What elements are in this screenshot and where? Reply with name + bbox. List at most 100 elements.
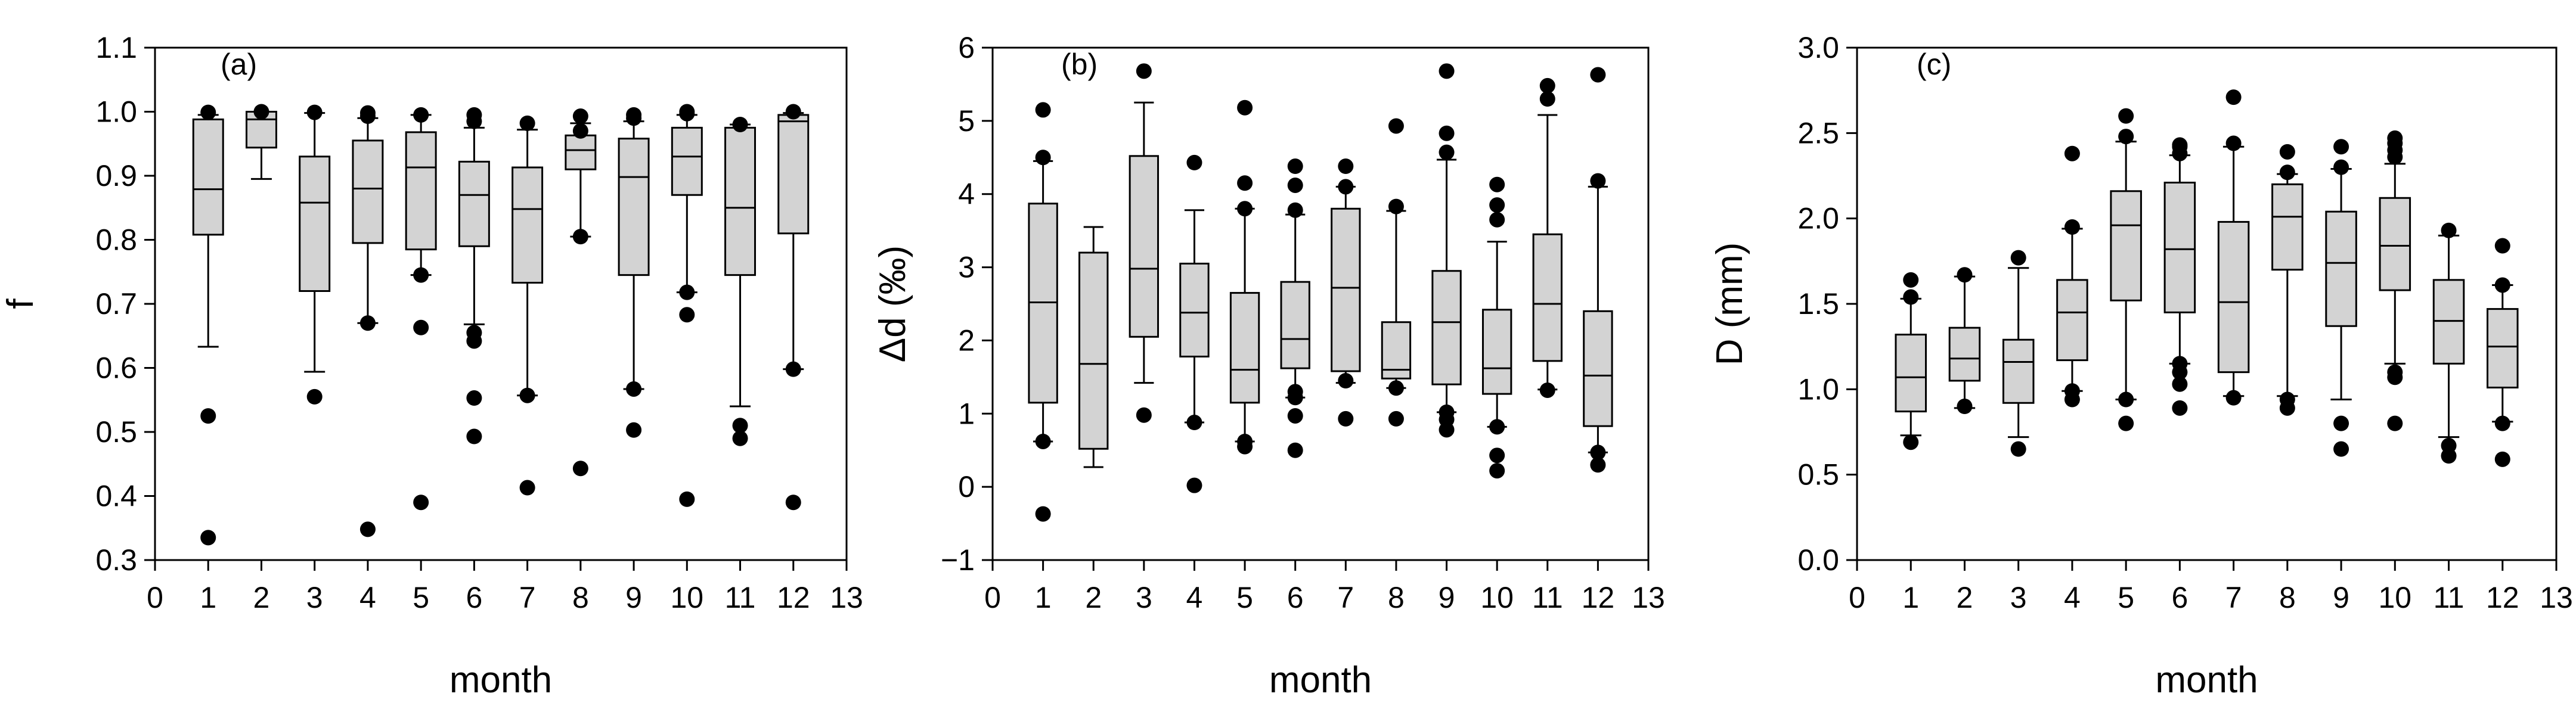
x-tick-label: 12 <box>2486 581 2519 614</box>
panel-c: 0 1 2 3 4 5 6 7 8 9 10 11 12 130.00.51.01.52.02.53.0m… <box>1709 31 2573 701</box>
outlier-point <box>2279 164 2295 181</box>
outlier-point <box>1186 415 1202 431</box>
outlier-point <box>1489 419 1505 435</box>
outlier-point <box>1287 177 1303 193</box>
box-month-1 <box>1895 272 1927 450</box>
x-tick-label: 2 <box>253 581 270 614</box>
box-month-12 <box>1583 67 1613 473</box>
box-month-4 <box>2056 145 2088 408</box>
outlier-point <box>1590 457 1606 473</box>
outlier-point <box>1035 150 1051 166</box>
outlier-point <box>519 480 535 496</box>
y-tick-label: 3 <box>958 251 975 284</box>
outlier-point <box>2172 400 2188 416</box>
outlier-point <box>2279 144 2295 160</box>
box-month-8 <box>2271 144 2304 416</box>
outlier-point <box>1489 463 1505 479</box>
x-tick-label: 3 <box>306 581 323 614</box>
outlier-point <box>1186 477 1202 493</box>
outlier-point <box>1136 407 1152 423</box>
outlier-point <box>2333 139 2349 155</box>
box-month-11 <box>1532 77 1563 398</box>
x-tick-label: 7 <box>1337 581 1354 614</box>
box-month-11 <box>2432 222 2465 464</box>
x-tick-label: 8 <box>2279 581 2296 614</box>
x-tick-label: 13 <box>830 581 863 614</box>
outlier-point <box>626 107 642 123</box>
outlier-point <box>1388 118 1404 134</box>
x-tick-label: 11 <box>2434 581 2465 614</box>
outlier-point <box>2225 89 2242 105</box>
x-tick-label: 4 <box>359 581 376 614</box>
y-tick-label: 0.4 <box>95 480 137 513</box>
outlier-point <box>253 104 269 120</box>
x-tick-label: 6 <box>1287 581 1304 614</box>
x-tick-label: 6 <box>2171 581 2188 614</box>
outlier-point <box>1035 433 1051 449</box>
outlier-point <box>1237 175 1253 191</box>
y-axis-label: f <box>0 298 41 309</box>
outlier-point <box>466 390 482 406</box>
box-month-7 <box>512 115 544 496</box>
panel-label: (c) <box>1917 48 1951 81</box>
outlier-point <box>572 108 588 125</box>
outlier-point <box>2441 437 2457 453</box>
box-month-8 <box>1381 118 1412 427</box>
x-tick-label: 1 <box>1035 581 1052 614</box>
x-tick-label: 6 <box>466 581 482 614</box>
x-tick-label: 7 <box>2225 581 2242 614</box>
y-axis-label: Δd (‰) <box>872 245 913 362</box>
iqr-box <box>192 118 224 236</box>
box-month-1 <box>192 104 224 546</box>
outlier-point <box>732 418 748 434</box>
x-axis-label: month <box>450 660 552 701</box>
outlier-point <box>572 229 588 245</box>
box-month-10 <box>2379 130 2411 431</box>
box-month-7 <box>2217 89 2250 406</box>
iqr-box <box>1481 309 1512 395</box>
outlier-point <box>1287 202 1303 218</box>
x-tick-label: 4 <box>2064 581 2081 614</box>
outlier-point <box>1439 144 1455 160</box>
y-tick-label: −1 <box>941 543 975 577</box>
outlier-point <box>679 284 695 300</box>
iqr-box <box>777 114 810 235</box>
y-tick-label: 0.6 <box>95 352 137 385</box>
outlier-point <box>1539 77 1555 94</box>
x-tick-label: 12 <box>777 581 810 614</box>
x-axis-label: month <box>2155 660 2258 701</box>
x-tick-label: 5 <box>1236 581 1253 614</box>
outlier-point <box>359 521 376 537</box>
outlier-point <box>626 422 642 438</box>
outlier-point <box>1287 384 1303 400</box>
x-tick-label: 5 <box>413 581 429 614</box>
box-month-9 <box>2325 139 2357 457</box>
plot-frame <box>991 46 1650 561</box>
outlier-point <box>1903 289 1919 305</box>
iqr-box <box>1532 233 1563 362</box>
y-tick-label: 0.0 <box>1797 543 1839 577</box>
outlier-point <box>1590 67 1606 83</box>
outlier-point <box>2225 390 2242 406</box>
outlier-point <box>2494 277 2510 293</box>
x-tick-label: 0 <box>1849 581 1865 614</box>
box-month-3 <box>2002 250 2035 457</box>
y-tick-label: 0.3 <box>95 543 137 577</box>
box-month-2 <box>245 104 277 180</box>
outlier-point <box>413 319 429 335</box>
outlier-point <box>413 495 429 511</box>
y-tick-label: 1.5 <box>1797 287 1839 321</box>
box-month-5 <box>1229 99 1260 455</box>
iqr-box <box>2217 220 2250 374</box>
outlier-point <box>1539 382 1555 398</box>
box-month-12 <box>2487 238 2519 467</box>
outlier-point <box>1035 102 1051 118</box>
iqr-box <box>1078 251 1109 450</box>
x-tick-label: 7 <box>519 581 536 614</box>
box-month-2 <box>1078 226 1109 468</box>
outlier-point <box>1287 158 1303 175</box>
outlier-point <box>1439 63 1455 79</box>
outlier-point <box>2387 364 2403 380</box>
x-tick-label: 12 <box>1582 581 1615 614</box>
outlier-point <box>466 325 482 341</box>
